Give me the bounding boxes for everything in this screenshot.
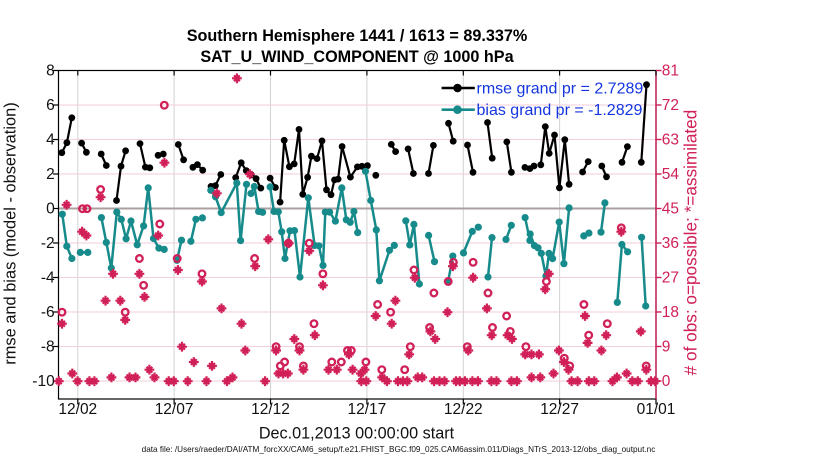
svg-text:12/27: 12/27: [540, 401, 579, 418]
svg-text:12/22: 12/22: [444, 401, 483, 418]
svg-text:# of obs: o=possible; *=assimi: # of obs: o=possible; *=assimilated: [681, 110, 701, 376]
svg-text:data file: /Users/raeder/DAI/A: data file: /Users/raeder/DAI/ATM_forcXX/…: [142, 445, 656, 454]
svg-text:54: 54: [662, 166, 680, 183]
svg-text:27: 27: [662, 270, 679, 287]
svg-text:12/12: 12/12: [251, 401, 290, 418]
svg-text:0: 0: [46, 201, 55, 218]
svg-text:Southern Hemisphere 1441 / 161: Southern Hemisphere 1441 / 1613 = 89.337…: [187, 27, 528, 45]
svg-text:0: 0: [662, 373, 671, 390]
svg-text:-6: -6: [41, 304, 55, 321]
svg-text:bias grand pr = -1.2829: bias grand pr = -1.2829: [477, 102, 643, 119]
svg-text:-8: -8: [41, 339, 55, 356]
svg-text:SAT_U_WIND_COMPONENT @ 1000 hP: SAT_U_WIND_COMPONENT @ 1000 hPa: [200, 48, 514, 66]
svg-text:6: 6: [46, 97, 55, 114]
svg-text:Dec.01,2013 00:00:00 start: Dec.01,2013 00:00:00 start: [259, 425, 455, 443]
svg-text:63: 63: [662, 132, 679, 149]
svg-text:45: 45: [662, 201, 679, 218]
svg-text:-2: -2: [41, 235, 55, 252]
svg-text:-4: -4: [41, 270, 55, 287]
svg-text:rmse grand pr = 2.7289: rmse grand pr = 2.7289: [477, 81, 644, 98]
svg-text:rmse and bias (model - observa: rmse and bias (model - observation): [2, 102, 20, 364]
svg-text:81: 81: [662, 63, 679, 80]
svg-text:-10: -10: [32, 373, 55, 390]
svg-text:72: 72: [662, 97, 679, 114]
svg-text:12/07: 12/07: [155, 401, 194, 418]
svg-text:8: 8: [46, 63, 55, 80]
svg-text:12/02: 12/02: [58, 401, 97, 418]
svg-text:4: 4: [46, 132, 55, 149]
svg-text:18: 18: [662, 304, 679, 321]
svg-text:01/01: 01/01: [637, 401, 676, 418]
svg-text:12/17: 12/17: [348, 401, 387, 418]
svg-text:9: 9: [662, 339, 671, 356]
svg-text:2: 2: [46, 166, 55, 183]
svg-text:36: 36: [662, 235, 679, 252]
